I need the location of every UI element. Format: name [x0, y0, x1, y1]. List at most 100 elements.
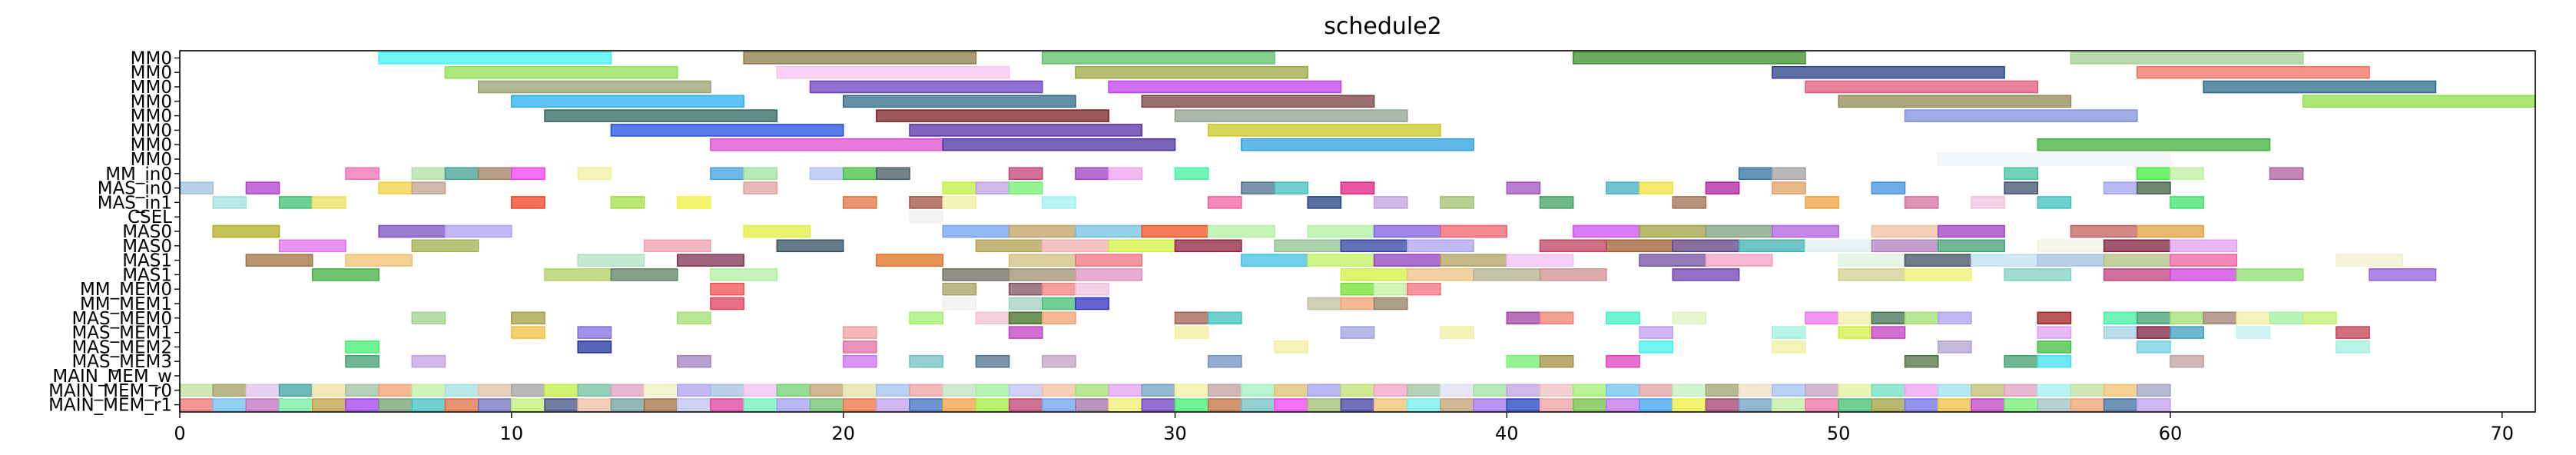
task-bar-72	[2137, 181, 2171, 194]
task-bar-304	[1639, 384, 1673, 397]
task-bar-313	[1937, 384, 1972, 397]
task-bar-263	[278, 384, 313, 397]
task-bar-100	[1008, 224, 1076, 238]
task-bar-264	[311, 384, 346, 397]
task-bar-74	[278, 196, 313, 209]
task-bar-322	[245, 398, 280, 411]
task-bar-18	[1838, 95, 2072, 108]
task-bar-152	[1971, 254, 2039, 267]
task-bar-365	[1672, 398, 1707, 411]
task-bar-203	[1606, 311, 1640, 325]
task-bar-209	[1937, 311, 1972, 325]
task-bar-150	[1838, 254, 1906, 267]
task-bar-50	[2137, 167, 2171, 181]
task-bar-349	[1141, 398, 1176, 411]
task-bar-310	[1838, 384, 1873, 397]
task-bar-144	[1307, 254, 1375, 267]
row-label-17: MM_MEM1	[80, 294, 172, 314]
task-bar-261	[212, 384, 247, 397]
task-bar-155	[2170, 254, 2238, 267]
task-bar-111	[1871, 224, 1939, 238]
task-bar-202	[1539, 311, 1574, 325]
task-bar-115	[278, 239, 346, 253]
task-bar-48	[1772, 167, 1806, 181]
task-bar-274	[643, 384, 678, 397]
task-bar-292	[1241, 384, 1275, 397]
task-bar-305	[1672, 384, 1707, 397]
task-bar-186	[1008, 297, 1043, 311]
task-bar-343	[942, 398, 977, 411]
task-bar-173	[2170, 268, 2238, 281]
task-bar-369	[1805, 398, 1839, 411]
task-bar-28	[942, 138, 1176, 151]
row-labels: MM0MM0MM0MM0MM0MM0MM0MM0MM_in0MAS_in0MAS…	[48, 48, 180, 416]
row-label-14: MAS1	[122, 251, 172, 271]
task-bar-69	[1871, 181, 1906, 194]
row-label-2: MM0	[131, 78, 172, 98]
task-bar-318	[2103, 384, 2138, 397]
task-bar-335	[677, 398, 711, 411]
task-bar-236	[577, 340, 612, 354]
task-bar-214	[2203, 311, 2238, 325]
task-bar-138	[577, 254, 645, 267]
row-label-11: CSEL	[128, 208, 172, 227]
task-bar-197	[1008, 311, 1043, 325]
task-bar-317	[2070, 384, 2105, 397]
task-bar-207	[1871, 311, 1906, 325]
task-bar-32	[345, 167, 380, 181]
task-bar-189	[1307, 297, 1342, 311]
row-label-12: MAS0	[122, 222, 172, 242]
task-bar-333	[610, 398, 645, 411]
task-bar-171	[2004, 268, 2072, 281]
task-bar-376	[2037, 398, 2072, 411]
task-bar-136	[245, 254, 313, 267]
task-bar-85	[1373, 196, 1408, 209]
task-bar-23	[1904, 109, 2138, 122]
task-bar-180	[1075, 282, 1109, 296]
task-bar-231	[2137, 326, 2171, 339]
task-bar-44	[1075, 167, 1109, 181]
task-bar-340	[842, 398, 877, 411]
task-bar-252	[1207, 354, 1242, 368]
task-bar-243	[2137, 340, 2171, 354]
x-tick-label-4: 40	[1495, 423, 1519, 444]
task-bar-10	[477, 80, 711, 94]
task-bar-141	[1008, 254, 1076, 267]
task-bar-255	[1606, 354, 1640, 368]
task-bar-47	[1738, 167, 1773, 181]
task-bar-193	[511, 311, 545, 325]
task-bar-191	[1373, 297, 1408, 311]
x-tick-label-7: 70	[2491, 423, 2515, 444]
task-bar-195	[909, 311, 943, 325]
task-bar-121	[1108, 239, 1176, 253]
task-bar-56	[411, 181, 446, 194]
task-bar-361	[1539, 398, 1574, 411]
task-bar-81	[942, 196, 977, 209]
task-bar-288	[1108, 384, 1143, 397]
task-bar-379	[2137, 398, 2171, 411]
task-bar-299	[1473, 384, 1508, 397]
task-bar-346	[1042, 398, 1076, 411]
task-bar-315	[2004, 384, 2039, 397]
task-bar-176	[710, 282, 744, 296]
task-bar-133	[2037, 239, 2105, 253]
task-bar-287	[1075, 384, 1109, 397]
task-bar-9	[2137, 65, 2370, 79]
task-bar-303	[1606, 384, 1640, 397]
row-label-1: MM0	[131, 63, 172, 83]
task-bar-16	[842, 95, 1076, 108]
task-bar-293	[1274, 384, 1308, 397]
task-bar-137	[345, 254, 413, 267]
task-bar-332	[577, 398, 612, 411]
task-bar-90	[1904, 196, 1939, 209]
task-bar-314	[1971, 384, 2005, 397]
task-bar-185	[942, 297, 977, 311]
task-bar-257	[2004, 354, 2039, 368]
task-bar-147	[1506, 254, 1574, 267]
task-bar-219	[577, 326, 612, 339]
task-bar-239	[1639, 340, 1673, 354]
row-label-7: MM0	[131, 150, 172, 170]
task-bar-358	[1440, 398, 1474, 411]
task-bar-1	[743, 51, 977, 65]
task-bar-164	[1340, 268, 1408, 281]
